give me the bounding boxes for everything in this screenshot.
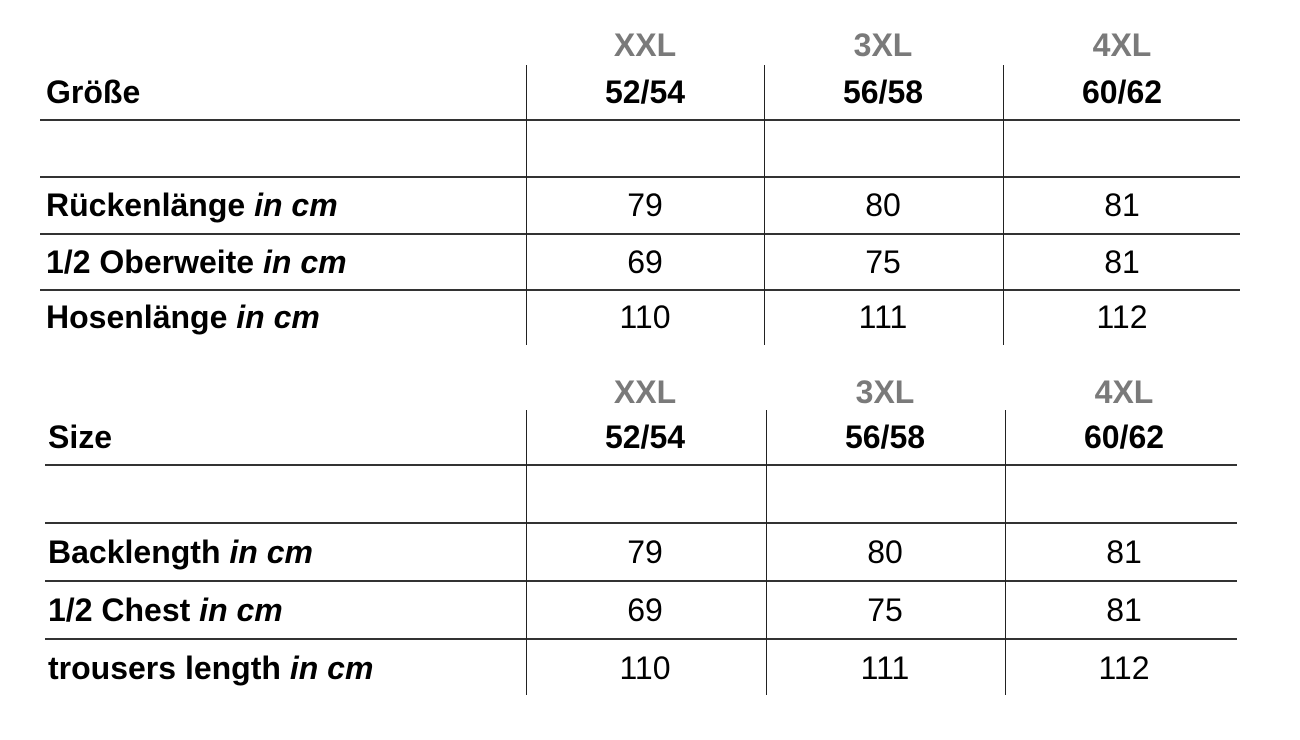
row-unit: in cm <box>229 534 313 570</box>
column-range: 52/54 <box>604 419 686 455</box>
row-label: Backlength in cm <box>48 534 313 570</box>
cell-value: 110 <box>619 299 671 335</box>
row-label: Rückenlänge in cm <box>46 187 338 223</box>
row-unit: in cm <box>254 187 338 223</box>
row-label-text: Rückenlänge <box>46 187 246 223</box>
column-range: 56/58 <box>842 74 924 110</box>
column-divider <box>764 65 765 345</box>
cell-value: 81 <box>1106 592 1142 628</box>
row-label-text: 1/2 Chest <box>48 592 191 628</box>
row-label: 1/2 Oberweite in cm <box>46 244 347 280</box>
row-unit: in cm <box>236 299 320 335</box>
column-size: 4XL <box>1094 374 1154 410</box>
cell-value: 81 <box>1106 534 1142 570</box>
horizontal-rule <box>45 638 1237 640</box>
column-divider <box>1003 65 1004 345</box>
cell-value: 79 <box>627 187 663 223</box>
column-size: 3XL <box>853 27 913 63</box>
horizontal-rule <box>40 289 1240 291</box>
cell-value: 110 <box>619 650 671 686</box>
row-unit: in cm <box>262 244 347 280</box>
column-divider <box>1005 410 1006 695</box>
row-label: Hosenlänge in cm <box>46 299 320 335</box>
cell-value: 75 <box>867 592 903 628</box>
column-range: 56/58 <box>844 419 926 455</box>
cell-value: 111 <box>860 650 910 686</box>
cell-value: 81 <box>1104 244 1140 280</box>
header-label: Size <box>48 419 113 455</box>
horizontal-rule <box>45 580 1237 582</box>
cell-value: 81 <box>1104 187 1140 223</box>
cell-value: 79 <box>627 534 663 570</box>
column-size: XXL <box>613 374 677 410</box>
cell-value: 75 <box>865 244 901 280</box>
column-divider <box>526 410 527 695</box>
row-label: 1/2 Chest in cm <box>48 592 283 628</box>
column-divider <box>526 65 527 345</box>
column-divider <box>766 410 767 695</box>
cell-value: 112 <box>1096 299 1148 335</box>
row-unit: in cm <box>199 592 283 628</box>
row-unit: in cm <box>289 650 374 686</box>
column-size: XXL <box>613 27 677 63</box>
horizontal-rule <box>40 176 1240 178</box>
column-range: 60/62 <box>1081 74 1163 110</box>
row-label: trousers length in cm <box>48 650 373 686</box>
horizontal-rule <box>40 119 1240 121</box>
column-range: 60/62 <box>1083 419 1165 455</box>
column-size: 4XL <box>1092 27 1152 63</box>
cell-value: 111 <box>858 299 908 335</box>
header-label: Größe <box>46 74 141 110</box>
cell-value: 69 <box>627 592 663 628</box>
horizontal-rule <box>45 464 1237 466</box>
row-label-text: 1/2 Oberweite <box>46 244 255 280</box>
row-label-text: Backlength <box>48 534 221 570</box>
cell-value: 80 <box>867 534 903 570</box>
cell-value: 112 <box>1098 650 1150 686</box>
row-label-text: Hosenlänge <box>46 299 228 335</box>
cell-value: 80 <box>865 187 901 223</box>
column-range: 52/54 <box>604 74 686 110</box>
column-size: 3XL <box>855 374 915 410</box>
row-label-text: trousers length <box>48 650 281 686</box>
horizontal-rule <box>45 522 1237 524</box>
horizontal-rule <box>40 233 1240 235</box>
cell-value: 69 <box>627 244 663 280</box>
